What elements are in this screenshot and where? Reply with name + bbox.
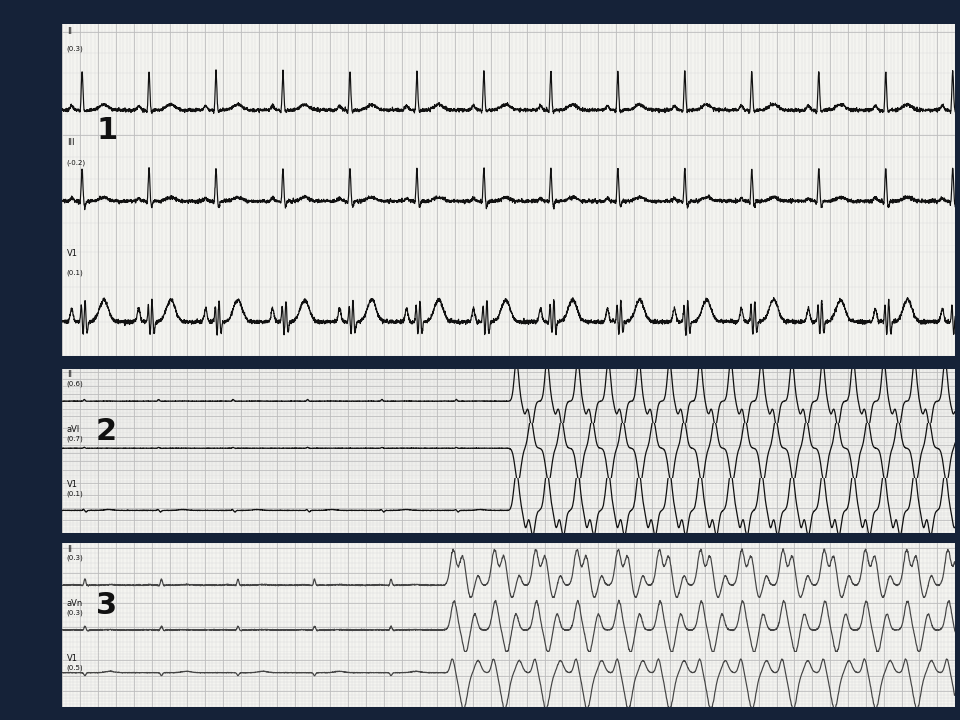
Text: (0.3): (0.3) — [67, 555, 84, 562]
Text: (0.1): (0.1) — [67, 270, 84, 276]
Text: II: II — [67, 544, 72, 554]
Text: aVn: aVn — [67, 599, 84, 608]
Text: (0.3): (0.3) — [67, 46, 84, 53]
Text: (0.7): (0.7) — [67, 436, 84, 442]
Text: (0.5): (0.5) — [67, 665, 84, 671]
Text: II: II — [67, 370, 72, 379]
Text: 3: 3 — [96, 591, 117, 620]
Text: (0.1): (0.1) — [67, 490, 84, 497]
Text: (0.6): (0.6) — [67, 381, 84, 387]
Text: (-0.2): (-0.2) — [67, 159, 86, 166]
Text: aVl: aVl — [67, 425, 80, 434]
Text: 2: 2 — [96, 417, 117, 446]
Text: II: II — [67, 27, 72, 36]
Text: III: III — [67, 138, 74, 147]
Text: V1: V1 — [67, 249, 78, 258]
Text: (0.3): (0.3) — [67, 610, 84, 616]
Text: V1: V1 — [67, 654, 78, 663]
Text: V1: V1 — [67, 480, 78, 489]
Text: 1: 1 — [96, 116, 117, 145]
